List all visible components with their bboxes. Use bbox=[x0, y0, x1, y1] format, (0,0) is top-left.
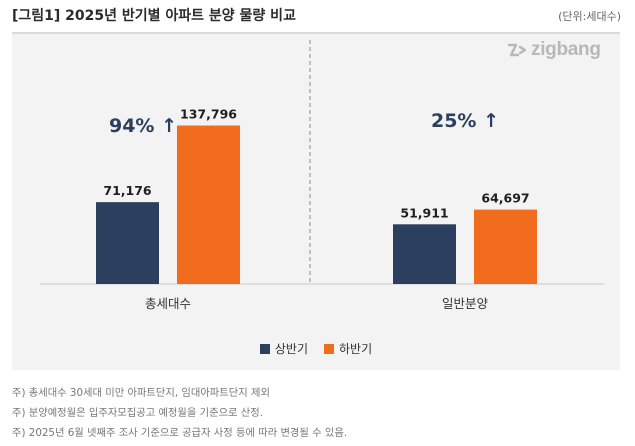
category-label: 일반분양 bbox=[442, 296, 489, 311]
chart-panel: zigbang 71,176 137,796 총세대수 94% ↑ 51,911 64,6… bbox=[12, 32, 620, 370]
data-label: 71,176 bbox=[103, 183, 152, 198]
bar bbox=[474, 209, 537, 284]
footnotes: 주) 총세대수 30세대 미만 아파트단지, 임대아파트단지 제외 주) 분양예… bbox=[12, 383, 347, 443]
zigbang-logo: zigbang bbox=[506, 39, 601, 61]
bar bbox=[96, 202, 159, 284]
legend-swatch-first-half bbox=[259, 343, 270, 354]
footnote: 주) 총세대수 30세대 미만 아파트단지, 임대아파트단지 제외 bbox=[12, 387, 270, 399]
growth-annotation: 94% ↑ bbox=[109, 115, 177, 137]
legend: 상반기 하반기 bbox=[12, 340, 620, 357]
zigbang-logo-icon bbox=[507, 43, 527, 57]
footnote: 주) 2025년 6월 넷째주 조사 기준으로 공급자 사정 등에 따라 변경될… bbox=[12, 427, 348, 439]
footnote: 주) 분양예정월은 입주자모집공고 예정월을 기준으로 산정. bbox=[12, 407, 264, 419]
data-label: 64,697 bbox=[481, 191, 529, 206]
unit-label: (단위:세대수) bbox=[558, 10, 621, 23]
legend-label-first-half: 상반기 bbox=[274, 342, 308, 356]
legend-item-first-half: 상반기 bbox=[259, 340, 308, 357]
legend-label-second-half: 하반기 bbox=[339, 342, 373, 356]
category-label: 총세대수 bbox=[145, 296, 191, 311]
growth-annotation: 25% ↑ bbox=[431, 110, 499, 132]
legend-swatch-second-half bbox=[324, 343, 334, 354]
legend-item-second-half: 하반기 bbox=[324, 340, 372, 357]
bar-chart: 71,176 137,796 총세대수 94% ↑ 51,911 64,697 일반분양 25… bbox=[40, 40, 604, 311]
data-label: 51,911 bbox=[400, 205, 448, 220]
bar bbox=[393, 224, 456, 284]
zigbang-logo-text: zigbang bbox=[531, 39, 601, 60]
data-label: 137,796 bbox=[180, 107, 237, 122]
bar bbox=[177, 125, 240, 284]
chart-title: [그림1] 2025년 반기별 아파트 분양 물량 비교 bbox=[12, 8, 296, 24]
